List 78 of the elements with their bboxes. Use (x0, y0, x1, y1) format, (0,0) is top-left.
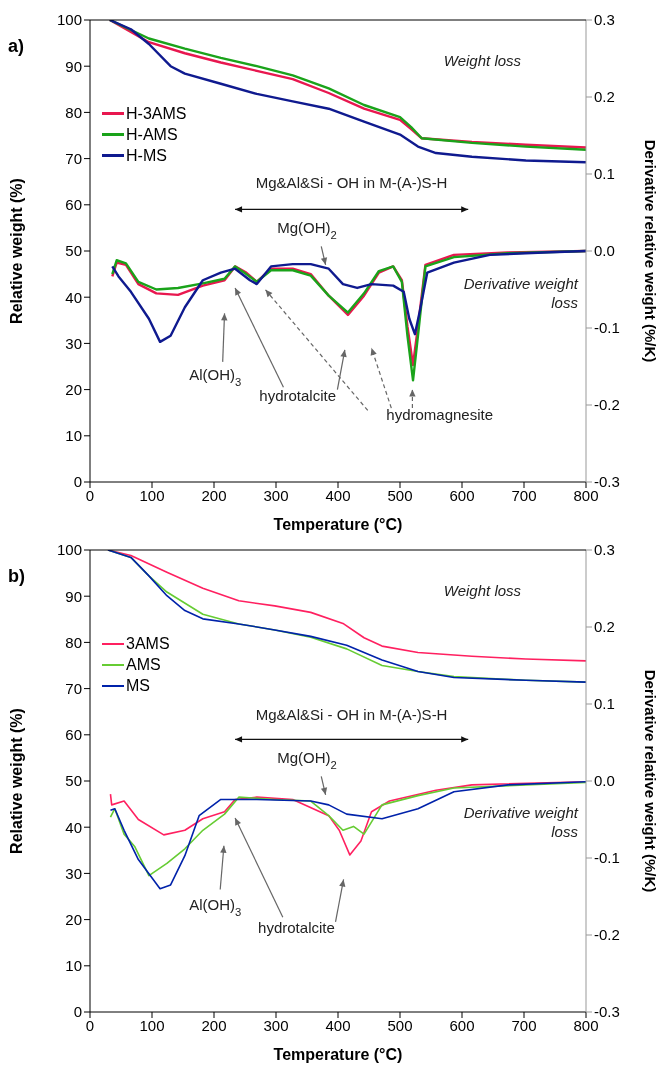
y2-tick-label: 0.3 (594, 11, 615, 29)
y-tick-label: 40 (65, 818, 82, 836)
annotation: Al(OH)$_{3}$ (189, 896, 242, 919)
x-tick-label: 100 (139, 486, 165, 504)
legend-label: MS (126, 676, 150, 695)
legend-label: AMS (126, 655, 161, 674)
annotation: hydromagnesite (386, 405, 494, 423)
legend-label: H-3AMS (126, 104, 187, 123)
x-tick-label: 400 (325, 1016, 351, 1034)
x-axis-title: Temperature (°C) (273, 1046, 403, 1063)
y-tick-label: 30 (65, 864, 82, 882)
y2-tick-label: 0.3 (594, 541, 615, 559)
y-tick-label: 0 (73, 1003, 82, 1021)
y-tick-label: 30 (65, 334, 82, 352)
y2-tick-label: 0.0 (594, 772, 615, 790)
y-tick-label: 80 (65, 633, 82, 651)
annotation: Weight loss (443, 52, 522, 70)
x-tick-label: 600 (449, 486, 475, 504)
y-tick-label: 50 (65, 772, 82, 790)
y-tick-label: 60 (65, 726, 82, 744)
y2-tick-label: 0.0 (594, 242, 615, 260)
y2-tick-label: -0.2 (594, 396, 620, 414)
y2-tick-label: 0.1 (594, 695, 615, 713)
y-axis-title: Relative weight (%) (7, 708, 25, 854)
y-tick-label: 80 (65, 103, 82, 121)
y-tick-label: 100 (56, 541, 82, 559)
x-tick-label: 100 (139, 1016, 165, 1034)
x-tick-label: 700 (511, 486, 537, 504)
annotation: Mg&Al&Si - OH in M-(A-)S-H (255, 174, 448, 192)
y-tick-label: 50 (65, 242, 82, 260)
legend-label: H-MS (126, 146, 167, 165)
y-tick-label: 70 (65, 679, 82, 697)
annotation: hydrotalcite (259, 387, 337, 405)
x-tick-label: 200 (201, 486, 227, 504)
annotation: Mg&Al&Si - OH in M-(A-)S-H (255, 705, 448, 723)
y-tick-label: 40 (65, 288, 82, 306)
y-tick-label: 20 (65, 910, 82, 928)
annotation: hydrotalcite (258, 919, 335, 937)
y2-tick-label: 0.2 (594, 88, 615, 106)
y-tick-label: 60 (65, 196, 82, 214)
x-tick-label: 500 (387, 1016, 413, 1034)
x-tick-label: 0 (85, 1016, 95, 1034)
y-tick-label: 70 (65, 149, 82, 167)
annotation: Al(OH)$_{3}$ (189, 366, 242, 389)
annotation: Mg(OH)$_{2}$ (277, 218, 337, 241)
y-tick-label: 10 (65, 427, 82, 445)
y2-axis-title: Derivative relative weight (%/K) (641, 139, 659, 363)
annotation: Weight loss (443, 582, 522, 600)
y2-tick-label: 0.1 (594, 165, 615, 183)
x-tick-label: 0 (85, 486, 95, 504)
y-tick-label: 10 (65, 957, 82, 975)
y2-tick-label: -0.1 (594, 849, 620, 867)
y-tick-label: 90 (65, 587, 82, 605)
text: a) (8, 36, 25, 57)
x-tick-label: 700 (511, 1016, 537, 1034)
annotation: Derivative weight loss (463, 275, 579, 312)
legend-label: 3AMS (126, 634, 170, 653)
y-axis-title: Relative weight (%) (7, 178, 25, 324)
x-tick-label: 400 (325, 486, 351, 504)
x-tick-label: 200 (201, 1016, 227, 1034)
line-series (111, 249, 586, 344)
y-tick-label: 100 (56, 11, 82, 29)
y-tick-label: 0 (73, 473, 82, 491)
y2-axis-title: Derivative relative weight (%/K) (641, 669, 659, 893)
y-tick-label: 20 (65, 380, 82, 398)
legend-label: H-AMS (126, 125, 178, 144)
y2-tick-label: 0.2 (594, 618, 615, 636)
text: b) (8, 566, 25, 587)
x-tick-label: 300 (263, 1016, 289, 1034)
x-tick-label: 300 (263, 486, 289, 504)
y-tick-label: 90 (65, 57, 82, 75)
x-axis-title: Temperature (°C) (273, 516, 403, 533)
annotation: Derivative weight loss (463, 803, 579, 840)
y2-tick-label: -0.1 (594, 319, 620, 337)
annotation: Mg(OH)$_{2}$ (277, 749, 337, 772)
x-tick-label: 600 (449, 1016, 475, 1034)
y2-tick-label: -0.2 (594, 926, 620, 944)
x-tick-label: 500 (387, 486, 413, 504)
